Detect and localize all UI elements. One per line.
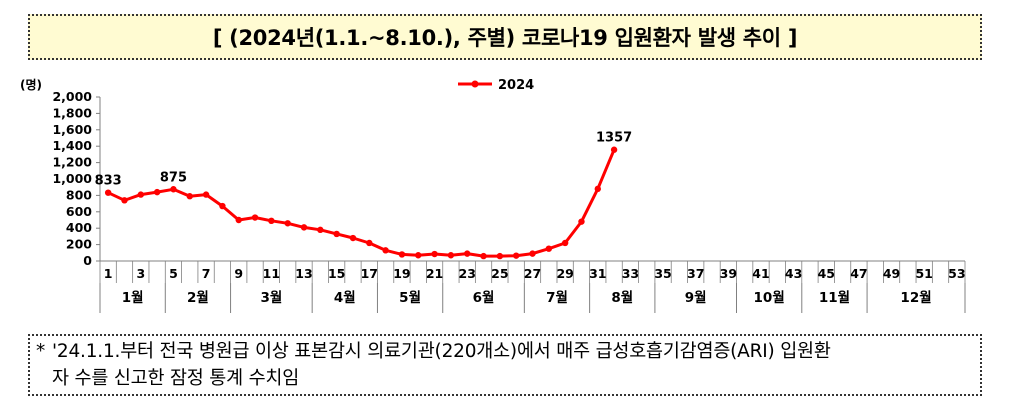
data-point [235,216,242,224]
y-tick-label: 0 [83,253,92,268]
week-tick-label: 41 [752,266,769,281]
footnote-marker: * [36,341,46,362]
month-label: 2월 [187,289,209,306]
y-tick-label: 2,000 [52,89,92,104]
legend-marker [471,80,479,88]
y-tick-label: 600 [66,204,92,219]
data-point [366,239,373,247]
footnote-line-2: 자 수를 신고한 잠정 통계 수치임 [52,368,300,389]
data-point [480,252,487,260]
y-tick-label: 1,000 [52,171,92,186]
week-tick-label: 31 [589,266,606,281]
data-point [610,146,618,153]
data-point [398,251,406,258]
week-tick-label: 47 [850,266,867,281]
y-tick-label: 200 [66,237,92,252]
chart-title: [ (2024년(1.1.~8.10.), 주별) 코로나19 입원환자 발생 … [212,26,798,50]
week-tick-label: 25 [491,266,508,281]
y-tick-label: 400 [66,220,92,235]
data-point [333,230,340,238]
week-tick-label: 49 [883,266,900,281]
month-label: 11월 [819,289,850,306]
week-tick-label: 7 [202,266,211,281]
data-point [284,220,291,227]
data-point [251,214,259,221]
footnote-box: * '24.1.1.부터 전국 병원급 이상 표본감시 의료기관(220개소)에… [28,334,982,396]
data-point [529,250,536,257]
month-label: 9월 [685,289,707,306]
week-tick-label: 37 [687,266,704,281]
data-point [578,218,585,225]
y-axis-unit-label: (명) [20,78,42,92]
month-label: 6월 [473,289,495,306]
data-point [202,191,210,198]
series-line-2024 [106,148,616,258]
week-tick-label: 19 [393,266,410,281]
data-point [219,202,226,210]
week-tick-label: 5 [169,266,178,281]
week-tick-label: 45 [818,266,835,281]
data-point [594,185,601,193]
month-label: 5월 [399,289,421,306]
week-tick-label: 11 [263,266,280,281]
y-tick-label: 1,200 [52,155,92,170]
week-tick-label: 15 [328,266,345,281]
data-point [186,193,193,200]
data-label: 875 [160,170,187,185]
y-tick-label: 1,800 [52,105,92,120]
data-point [464,250,471,257]
week-tick-label: 17 [361,266,378,281]
data-point [153,188,161,196]
data-point [545,245,553,252]
week-tick-label: 35 [654,266,671,281]
week-tick-label: 23 [459,266,476,281]
y-tick-label: 1,600 [52,122,92,137]
week-tick-label: 1 [104,266,113,281]
y-tick-label: 800 [66,187,92,202]
data-point [496,252,504,260]
month-label: 3월 [260,289,282,306]
week-tick-label: 53 [948,266,965,281]
month-label: 8월 [611,289,633,306]
data-point [300,224,308,231]
data-point [170,186,177,193]
week-tick-label: 27 [524,266,541,281]
data-point [382,247,389,254]
data-point [431,250,438,258]
data-point [447,252,455,259]
data-label: 1357 [596,131,632,146]
week-tick-label: 29 [556,266,573,281]
data-point [415,252,422,259]
month-label: 1월 [122,289,144,306]
legend-label: 2024 [498,78,534,93]
data-point [561,239,569,247]
data-point [137,191,145,198]
data-point [349,234,357,242]
data-point [104,189,112,196]
week-tick-label: 21 [426,266,443,281]
data-point [268,217,275,225]
month-label: 12월 [900,289,931,306]
chart-title-box: [ (2024년(1.1.~8.10.), 주별) 코로나19 입원환자 발생 … [28,14,982,60]
data-label: 833 [95,174,122,189]
footnote-line-1: '24.1.1.부터 전국 병원급 이상 표본감시 의료기관(220개소)에서 … [52,341,831,362]
month-label: 4월 [334,289,356,306]
week-tick-label: 33 [622,266,639,281]
week-tick-label: 51 [915,266,932,281]
week-tick-label: 9 [234,266,243,281]
data-point [512,252,520,259]
week-tick-label: 13 [295,266,312,281]
week-tick-label: 43 [785,266,802,281]
data-point [121,197,128,204]
month-label: 7월 [546,289,568,306]
month-label: 10월 [754,289,785,306]
y-tick-label: 1,400 [52,138,92,153]
week-tick-label: 39 [720,266,737,281]
week-tick-label: 3 [136,266,145,281]
data-point [317,226,324,234]
